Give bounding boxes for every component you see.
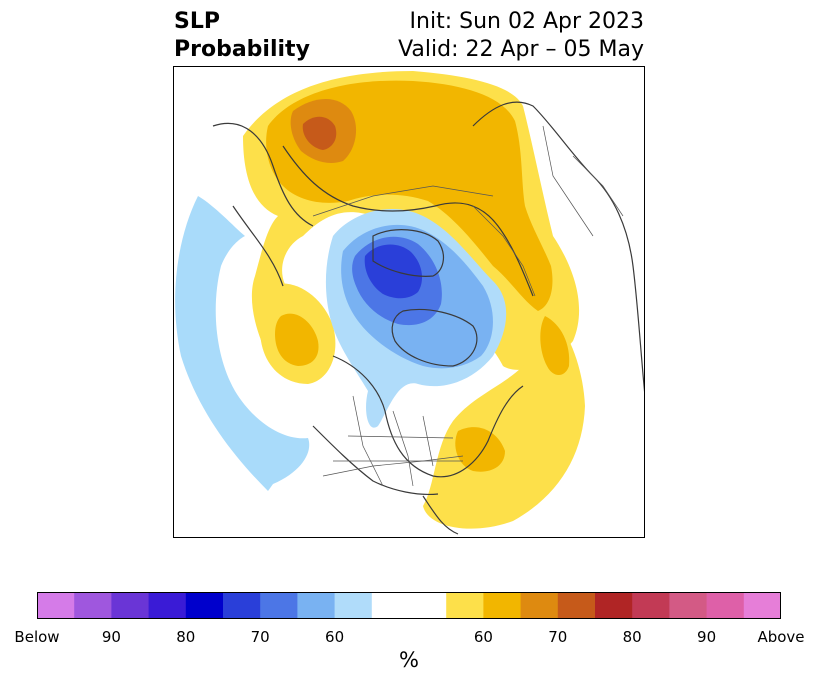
title-product: Probability (174, 37, 310, 62)
colorbar-swatch (595, 592, 633, 619)
europe-above-75 (302, 116, 337, 150)
colorbar (37, 592, 781, 619)
title-left: SLP Probability (174, 8, 310, 64)
colorbar-swatch (260, 592, 298, 619)
colorbar-tick-label: 70 (250, 628, 270, 646)
pacific-below-60 (175, 196, 310, 491)
colorbar-tick-label: 60 (473, 628, 493, 646)
country-borders (312, 125, 624, 487)
colorbar-swatch (669, 592, 708, 619)
probability-map (173, 66, 645, 538)
colorbar-swatch (446, 592, 484, 619)
atlantic-above-65 (540, 316, 570, 375)
colorbar-swatch (520, 592, 559, 619)
pacific-above-65 (275, 313, 319, 366)
colorbar-tick-label: 80 (622, 628, 642, 646)
colorbar-unit: % (399, 648, 419, 672)
colorbar-swatch (37, 592, 75, 619)
colorbar-tick-label: Below (14, 628, 60, 646)
colorbar-swatch (297, 592, 336, 619)
colorbar-swatch (148, 592, 187, 619)
atlantic-above-55 (423, 306, 585, 529)
colorbar-tick-label: 80 (176, 628, 196, 646)
colorbar-swatch (185, 592, 224, 619)
colorbar-frame (37, 592, 781, 619)
colorbar-tick-label: 90 (101, 628, 121, 646)
colorbar-swatch (409, 592, 447, 619)
colorbar-tick-label: 60 (325, 628, 345, 646)
colorbar-swatch (557, 592, 596, 619)
map-frame (173, 66, 645, 538)
title-init: Init: Sun 02 Apr 2023 (409, 9, 644, 34)
colorbar-swatch (334, 592, 373, 619)
colorbar-swatch (74, 592, 112, 619)
title-variable: SLP (174, 9, 220, 34)
colorbar-swatch (743, 592, 781, 619)
title-valid: Valid: 22 Apr – 05 May (398, 37, 644, 62)
colorbar-swatch (632, 592, 670, 619)
colorbar-tick-label: Above (757, 628, 805, 646)
colorbar-swatch (111, 592, 150, 619)
colorbar-swatch (483, 592, 522, 619)
colorbar-swatch (223, 592, 261, 619)
title-right: Init: Sun 02 Apr 2023 Valid: 22 Apr – 05… (398, 8, 644, 64)
arctic-below-75 (364, 244, 423, 299)
colorbar-tick-label: 90 (697, 628, 717, 646)
colorbar-swatch (371, 592, 410, 619)
eastern-us-above-65 (455, 427, 505, 472)
colorbar-swatch (706, 592, 745, 619)
colorbar-tick-label: 70 (548, 628, 568, 646)
